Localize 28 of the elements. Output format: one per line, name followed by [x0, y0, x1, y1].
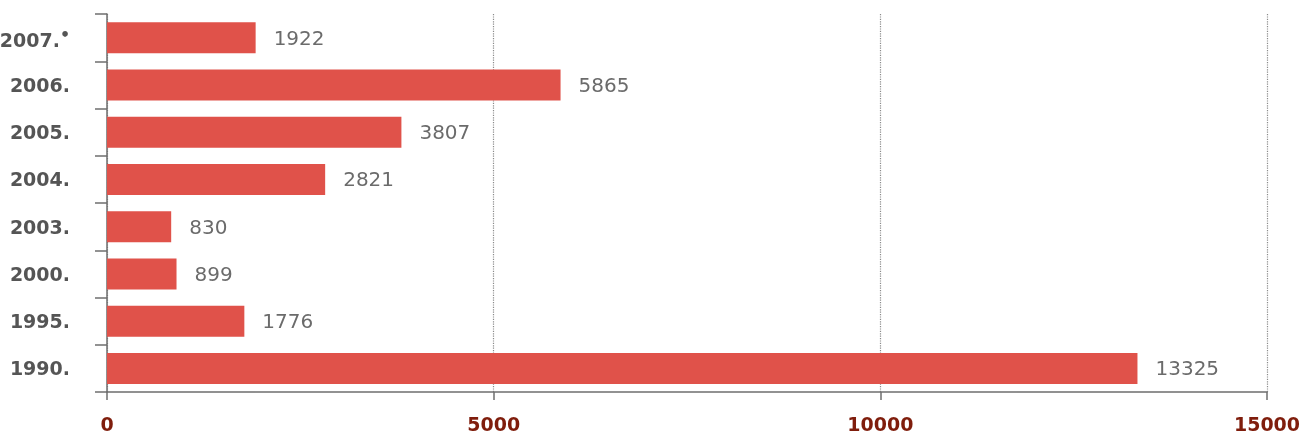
y-tick-label: 2007.$^{•}$ — [0, 24, 70, 52]
y-tick-label: 2004. — [9, 168, 70, 191]
y-tick-label: 2005. — [9, 121, 70, 144]
y-tick-label: 1990. — [9, 357, 70, 380]
data-label: 1922 — [273, 25, 325, 50]
bar — [107, 163, 326, 195]
bar — [107, 352, 1138, 384]
y-tick-label: 2000. — [9, 262, 70, 285]
x-tick-label: 15000 — [1233, 412, 1301, 435]
bar — [107, 22, 256, 54]
bar — [107, 211, 172, 243]
bar — [107, 258, 177, 290]
data-label: 2821 — [343, 167, 395, 192]
bar — [107, 116, 402, 148]
y-tick-label: 2003. — [9, 215, 70, 238]
data-label: 13325 — [1155, 356, 1220, 381]
data-label: 830 — [189, 214, 228, 239]
y-tick-label: 1995. — [9, 310, 70, 333]
data-label: 1776 — [262, 309, 314, 334]
x-tick-label: 0 — [100, 412, 114, 435]
x-tick-label: 5000 — [467, 412, 521, 435]
bar — [107, 305, 245, 337]
x-tick-label: 10000 — [847, 412, 914, 435]
bar — [107, 69, 561, 101]
y-tick-label: 2006. — [9, 73, 70, 96]
data-label: 3807 — [419, 120, 471, 145]
data-label: 899 — [194, 261, 233, 286]
data-label: 5865 — [578, 72, 630, 97]
